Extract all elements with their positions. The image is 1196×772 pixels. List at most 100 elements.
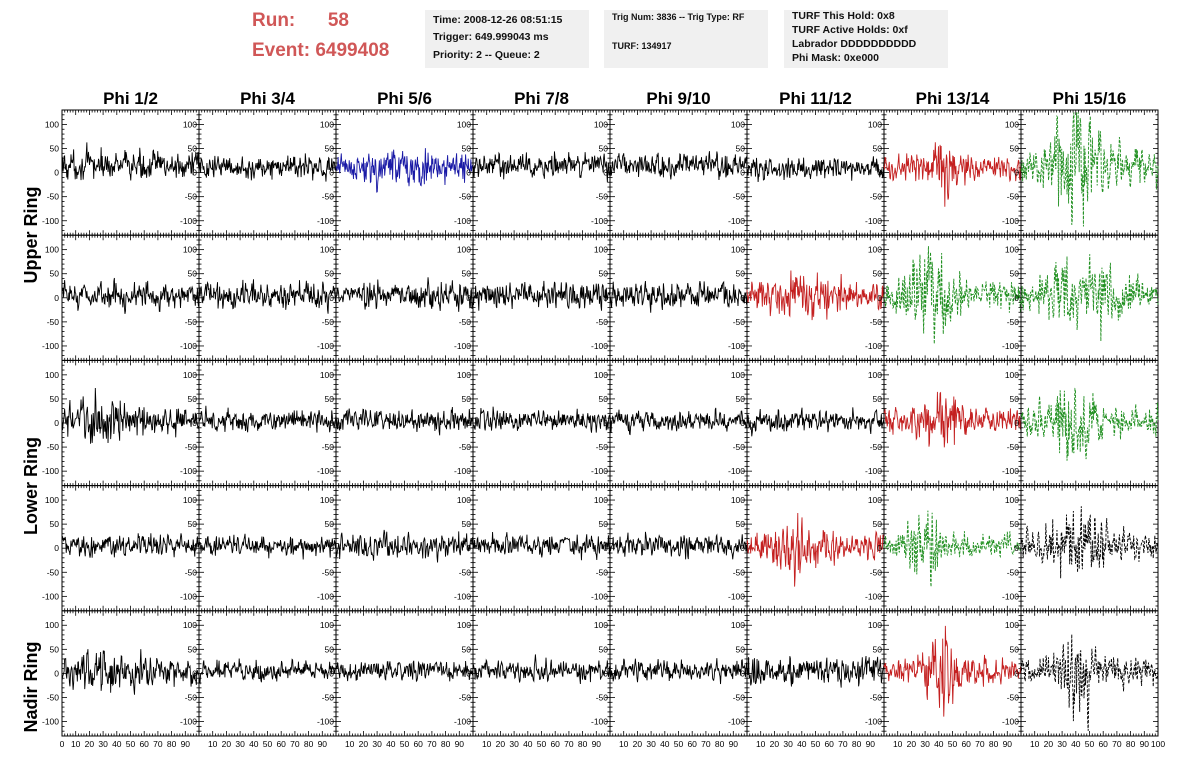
waveform-trace bbox=[61, 142, 200, 181]
y-tick-label: 100 bbox=[45, 495, 59, 505]
waveform-trace bbox=[61, 277, 200, 314]
y-tick-label: -100 bbox=[591, 216, 608, 226]
waveform-trace bbox=[883, 246, 1022, 344]
y-tick-label: 100 bbox=[183, 119, 197, 129]
y-tick-label: 100 bbox=[320, 370, 334, 380]
column-title: Phi 3/4 bbox=[240, 89, 295, 108]
waveform-trace bbox=[472, 532, 611, 561]
y-tick-label: 50 bbox=[325, 144, 335, 154]
y-tick-label: -100 bbox=[728, 591, 745, 601]
y-tick-label: -100 bbox=[865, 216, 882, 226]
y-tick-label: -50 bbox=[870, 192, 883, 202]
panel-r4-c1: -100 -50 0 50 100 bbox=[42, 485, 200, 612]
panel-r1-c8: -100 -50 0 50 100 bbox=[1002, 109, 1159, 236]
y-tick-label: -100 bbox=[865, 591, 882, 601]
y-tick-label: 50 bbox=[188, 269, 198, 279]
column-title: Phi 7/8 bbox=[514, 89, 569, 108]
waveform-trace bbox=[335, 277, 474, 312]
y-tick-label: 100 bbox=[183, 245, 197, 255]
y-tick-label: 50 bbox=[599, 519, 609, 529]
y-tick-label: -100 bbox=[454, 216, 471, 226]
y-tick-label: -50 bbox=[870, 317, 883, 327]
y-tick-label: 0 bbox=[603, 293, 608, 303]
y-tick-label: 0 bbox=[603, 168, 608, 178]
column-title: Phi 1/2 bbox=[103, 89, 158, 108]
y-tick-label: -100 bbox=[454, 466, 471, 476]
y-tick-label: 0 bbox=[877, 168, 882, 178]
waveform-trace bbox=[61, 388, 200, 444]
y-tick-label: -50 bbox=[596, 317, 609, 327]
y-tick-label: 50 bbox=[599, 144, 609, 154]
y-tick-label: 100 bbox=[731, 370, 745, 380]
event-value: 6499408 bbox=[315, 40, 390, 61]
panel-frame bbox=[472, 485, 611, 612]
trig-info-box: Trig Num: 3836 -- Trig Type: RF TURF: 13… bbox=[604, 10, 768, 68]
y-tick-label: 0 bbox=[740, 543, 745, 553]
y-tick-label: 100 bbox=[868, 495, 882, 505]
y-tick-label: 0 bbox=[603, 418, 608, 428]
y-tick-label: 100 bbox=[183, 370, 197, 380]
y-tick-label: 100 bbox=[868, 370, 882, 380]
y-tick-label: 50 bbox=[50, 519, 60, 529]
y-tick-label: -50 bbox=[1007, 442, 1020, 452]
waveform-trace bbox=[1020, 112, 1159, 227]
y-tick-label: 50 bbox=[599, 394, 609, 404]
y-tick-label: -50 bbox=[1007, 192, 1020, 202]
y-tick-label: 0 bbox=[740, 418, 745, 428]
panel-frame bbox=[198, 109, 337, 236]
y-tick-label: 100 bbox=[594, 245, 608, 255]
y-tick-label: 0 bbox=[466, 418, 471, 428]
panel-frame bbox=[883, 359, 1022, 487]
waveform-trace bbox=[609, 531, 748, 560]
panel-r1-c2: -100 -50 0 50 100 bbox=[180, 109, 337, 236]
waveform-trace bbox=[746, 270, 885, 321]
panel-r2-c6: -100 -50 0 50 100 bbox=[728, 234, 885, 361]
waveform-trace bbox=[609, 280, 748, 313]
waveform-trace bbox=[335, 529, 474, 563]
waveform-trace bbox=[1020, 254, 1159, 342]
y-tick-label: 100 bbox=[1005, 370, 1019, 380]
y-tick-label: 50 bbox=[873, 269, 883, 279]
turf-info-box: TURF This Hold: 0x8 TURF Active Holds: 0… bbox=[784, 10, 948, 68]
waveform-trace bbox=[472, 280, 611, 311]
y-tick-label: -100 bbox=[317, 466, 334, 476]
y-tick-label: 100 bbox=[320, 119, 334, 129]
waveform-trace bbox=[746, 407, 885, 437]
y-tick-label: -50 bbox=[1007, 317, 1020, 327]
panel-r1-c3: -100 -50 0 50 100 bbox=[317, 109, 474, 236]
y-tick-label: 0 bbox=[603, 543, 608, 553]
trig-num-text: Trig Num: 3836 -- Trig Type: RF bbox=[612, 12, 745, 22]
panel-r2-c5: -100 -50 0 50 100 bbox=[591, 234, 748, 361]
y-tick-label: 0 bbox=[877, 293, 882, 303]
y-tick-label: -50 bbox=[733, 317, 746, 327]
y-tick-label: 0 bbox=[466, 293, 471, 303]
y-tick-label: 50 bbox=[736, 394, 746, 404]
y-tick-label: 50 bbox=[1010, 269, 1020, 279]
y-tick-label: -100 bbox=[454, 591, 471, 601]
y-tick-label: 0 bbox=[54, 543, 59, 553]
y-tick-label: -100 bbox=[42, 466, 59, 476]
y-tick-label: 100 bbox=[320, 245, 334, 255]
y-tick-label: 0 bbox=[466, 168, 471, 178]
waveform-trace bbox=[746, 512, 885, 587]
y-tick-label: 100 bbox=[594, 370, 608, 380]
y-tick-label: -100 bbox=[1002, 466, 1019, 476]
y-tick-label: 100 bbox=[45, 370, 59, 380]
y-tick-label: -100 bbox=[865, 341, 882, 351]
y-tick-label: 0 bbox=[1014, 168, 1019, 178]
time-text: Time: 2008-12-26 08:51:15 bbox=[433, 14, 563, 26]
y-tick-label: 100 bbox=[183, 495, 197, 505]
y-tick-label: 100 bbox=[457, 119, 471, 129]
waveform-trace bbox=[335, 148, 474, 193]
y-tick-label: -50 bbox=[870, 567, 883, 577]
y-tick-label: 50 bbox=[1010, 394, 1020, 404]
y-tick-label: -100 bbox=[42, 591, 59, 601]
turf-hold-text: TURF This Hold: 0x8 bbox=[792, 10, 895, 22]
labrador-text: Labrador DDDDDDDDDD bbox=[792, 38, 917, 50]
y-tick-label: 0 bbox=[466, 543, 471, 553]
y-tick-label: -50 bbox=[870, 442, 883, 452]
y-tick-label: -100 bbox=[42, 341, 59, 351]
waveform-trace bbox=[609, 407, 748, 436]
run-line: Run: 58 bbox=[252, 10, 349, 32]
